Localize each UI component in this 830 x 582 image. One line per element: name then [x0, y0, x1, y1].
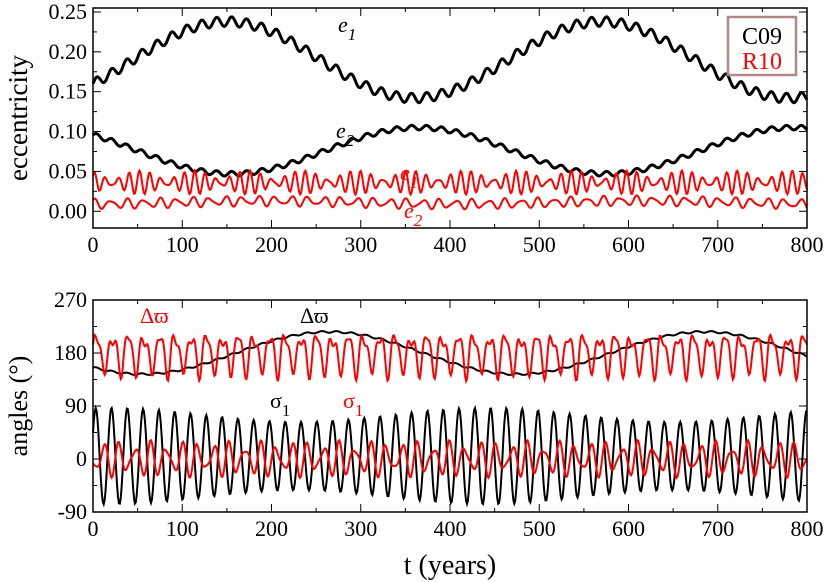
series-label: Δϖ: [300, 303, 329, 328]
x-tick-label: 300: [344, 232, 377, 257]
y-tick-label: 0: [76, 446, 87, 471]
x-tick-label: 700: [701, 516, 734, 541]
series-label: e1: [400, 160, 418, 192]
series-R10-σ1: [92, 438, 808, 480]
y-tick-label: -90: [58, 499, 87, 524]
x-tick-label: 400: [434, 232, 467, 257]
y-tick-label: 180: [54, 340, 87, 365]
plot-frame: [92, 7, 808, 229]
x-tick-label: 100: [166, 232, 199, 257]
x-tick-label: 200: [255, 516, 288, 541]
series-label: σ1: [270, 388, 290, 420]
y-tick-label: 0.10: [49, 119, 88, 144]
series-label: σ1: [343, 388, 363, 420]
y-tick-label: 0.15: [49, 79, 88, 104]
x-tick-label: 700: [701, 232, 734, 257]
series-C09-e2: [92, 123, 809, 178]
series-R10-e1: [92, 168, 808, 197]
y-tick-label: 270: [54, 287, 87, 312]
y-tick-label: 0.20: [49, 39, 88, 64]
y-axis-label: eccentricity: [3, 55, 33, 181]
legend-entry-R10: R10: [742, 49, 782, 75]
y-tick-label: 0.05: [49, 158, 88, 183]
x-tick-label: 500: [523, 232, 556, 257]
legend-box: [726, 15, 798, 77]
series-label: e2: [336, 118, 355, 150]
series-label: Δϖ: [140, 303, 169, 328]
x-tick-label: 600: [612, 516, 645, 541]
series-R10-e2: [92, 194, 808, 211]
series-label: e1: [338, 12, 356, 44]
x-tick-label: 800: [791, 232, 824, 257]
y-axis-label: angles (°): [4, 356, 33, 457]
x-tick-label: 400: [434, 516, 467, 541]
x-tick-label: 800: [791, 516, 824, 541]
y-tick-label: 0.00: [49, 198, 88, 223]
series-label: e2: [404, 198, 423, 230]
x-tick-label: 100: [166, 516, 199, 541]
x-tick-label: 0: [88, 232, 99, 257]
x-tick-label: 500: [523, 516, 556, 541]
series-C09-σ1: [92, 404, 808, 508]
x-tick-label: 200: [255, 232, 288, 257]
series-R10-Δϖ: [92, 332, 808, 385]
x-axis-label: t (years): [404, 550, 497, 581]
x-tick-label: 300: [344, 516, 377, 541]
x-tick-label: 600: [612, 232, 645, 257]
series-C09-e1: [91, 15, 809, 105]
x-tick-label: 0: [88, 516, 99, 541]
y-tick-label: 0.25: [49, 0, 88, 24]
y-tick-label: 90: [65, 393, 87, 418]
panel-1: e1 e2 e1 e2 0 100 200 300 400 500 600 700 800 0.00 0.0…: [3, 0, 824, 257]
legend-entry-C09: C09: [742, 24, 782, 50]
